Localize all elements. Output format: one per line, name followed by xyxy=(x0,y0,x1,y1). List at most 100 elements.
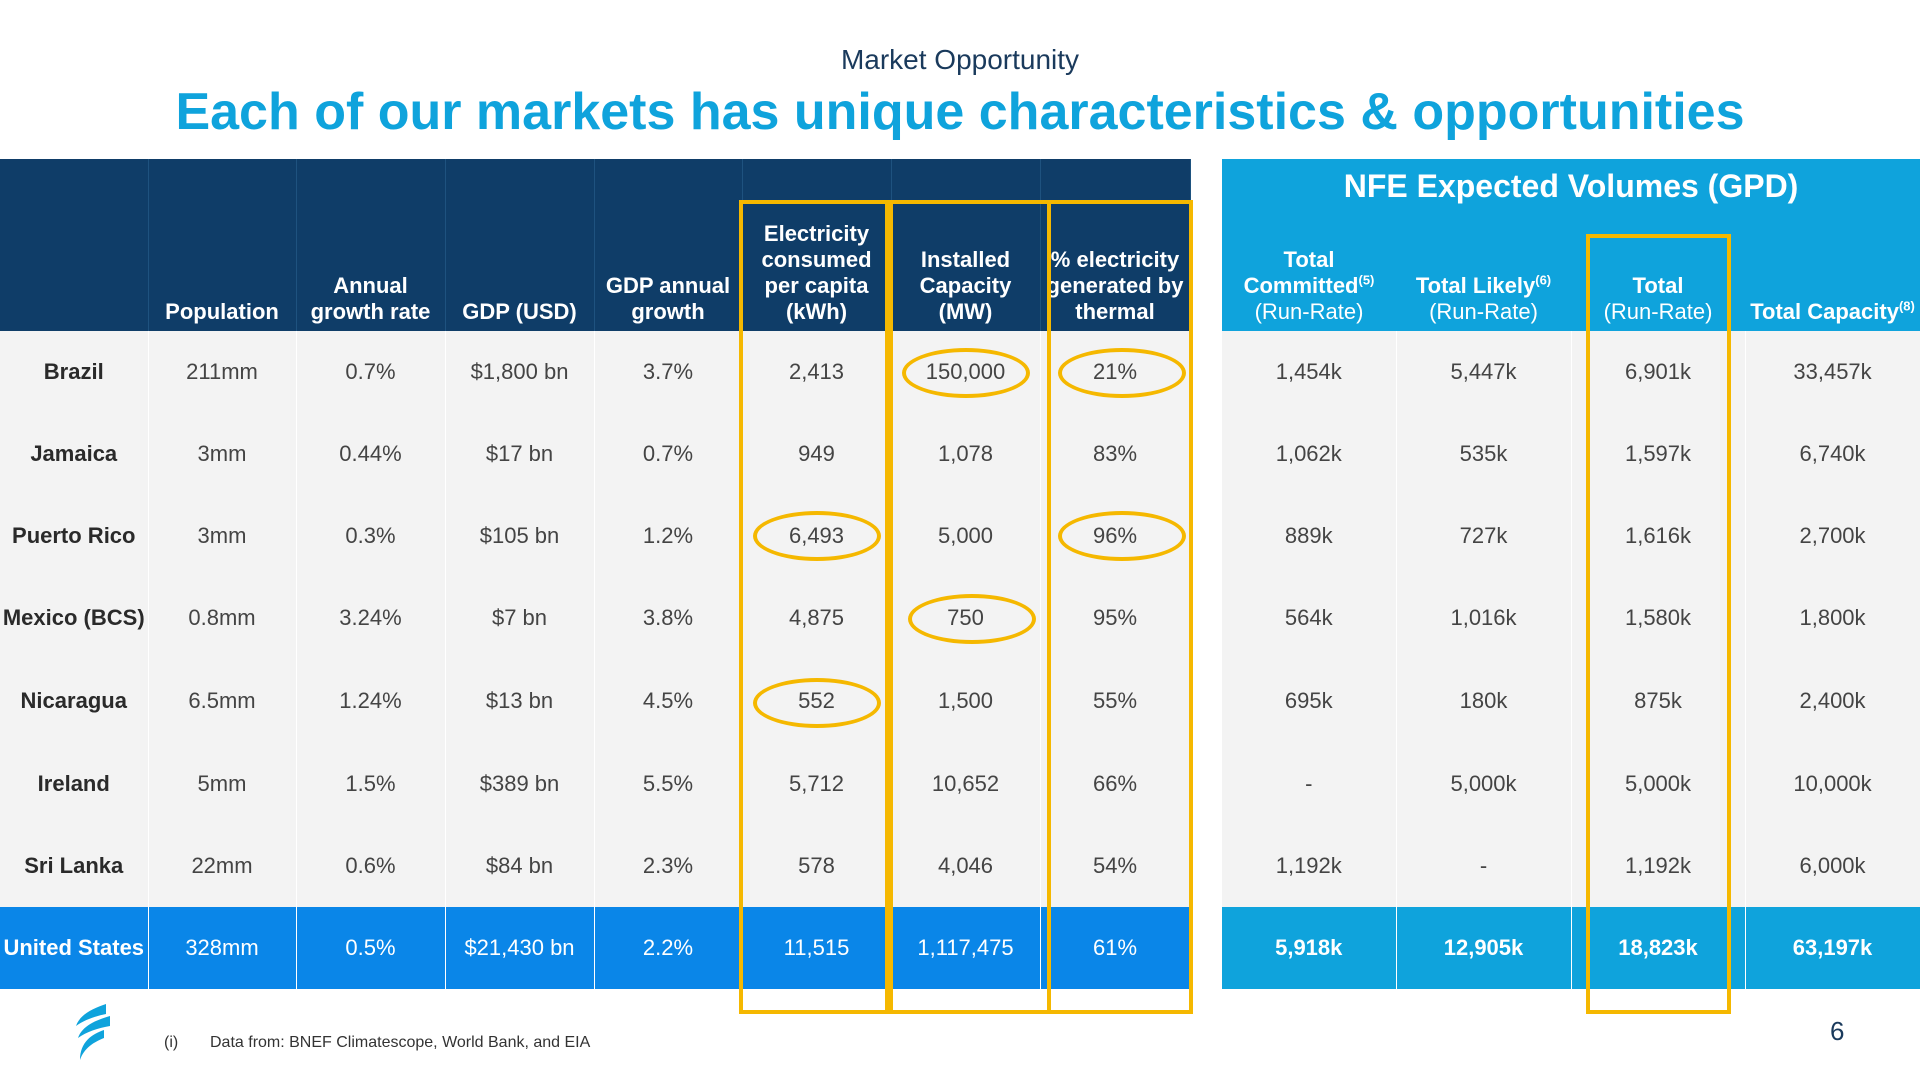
cell-population: 328mm xyxy=(148,907,297,989)
flame-logo-icon xyxy=(76,1004,110,1060)
table-row: -5,000k 5,000k 10,000k xyxy=(1222,743,1920,825)
table-row: United States 328mm 0.5% $21,430 bn 2.2% 11,5… xyxy=(0,907,1191,989)
cell-total-committed: - xyxy=(1222,743,1397,825)
cell-annual-growth: 0.5% xyxy=(296,907,446,989)
cell-total-likely: 535k xyxy=(1396,413,1572,495)
cell-electricity-per-capita: 2,413 xyxy=(742,331,892,413)
col-footnote-ref: (6) xyxy=(1535,272,1552,288)
cell-electricity-per-capita: 552 xyxy=(742,659,892,743)
cell-gdp-growth: 5.5% xyxy=(594,743,743,825)
country-name: Nicaragua xyxy=(0,659,149,743)
cell-total-capacity: 33,457k xyxy=(1745,331,1920,413)
country-name: Jamaica xyxy=(0,413,149,495)
cell-total-likely: 5,447k xyxy=(1396,331,1572,413)
cell-total-committed: 695k xyxy=(1222,659,1397,743)
cell-total-committed: 889k xyxy=(1222,495,1397,577)
cell-gdp-growth: 2.3% xyxy=(594,825,743,907)
col-header-thermal-share: % electricity generated by thermal xyxy=(1040,159,1191,331)
col-header-gdp: GDP (USD) xyxy=(445,159,595,331)
table-row: 695k 180k 875k 2,400k xyxy=(1222,659,1920,743)
cell-annual-growth: 0.7% xyxy=(296,331,446,413)
cell-electricity-per-capita: 6,493 xyxy=(742,495,892,577)
cell-total-capacity: 63,197k xyxy=(1745,907,1920,989)
volumes-band-row: NFE Expected Volumes (GPD) xyxy=(1222,159,1920,214)
cell-installed-capacity: 10,652 xyxy=(891,743,1041,825)
col-header-annual-growth: Annual growth rate xyxy=(296,159,446,331)
footnote-marker: (i) xyxy=(164,1034,179,1051)
cell-thermal-share: 96% xyxy=(1040,495,1191,577)
table-row: Mexico (BCS) 0.8mm 3.24% $7 bn 3.8% 4,875 750 9… xyxy=(0,577,1191,659)
cell-total-likely: 1,016k xyxy=(1396,577,1572,659)
right-header-row: Total Committed(5) (Run-Rate) Total Like… xyxy=(1222,214,1920,331)
table-row: Puerto Rico 3mm 0.3% $105 bn 1.2% 6,493 5,000 9… xyxy=(0,495,1191,577)
cell-population: 211mm xyxy=(148,331,297,413)
cell-electricity-per-capita: 578 xyxy=(742,825,892,907)
cell-thermal-share: 54% xyxy=(1040,825,1191,907)
page-title: Each of our markets has unique character… xyxy=(175,83,1745,141)
cell-installed-capacity: 4,046 xyxy=(891,825,1041,907)
cell-thermal-share: 66% xyxy=(1040,743,1191,825)
cell-gdp-growth: 2.2% xyxy=(594,907,743,989)
col-label: Total Capacity xyxy=(1750,299,1899,324)
country-name: Mexico (BCS) xyxy=(0,577,149,659)
cell-gdp: $17 bn xyxy=(445,413,595,495)
cell-total-capacity: 2,400k xyxy=(1745,659,1920,743)
col-header-electricity-per-capita: Electricity consumed per capita (kWh) xyxy=(742,159,892,331)
col-header-country xyxy=(0,159,149,331)
cell-total-run-rate: 6,901k xyxy=(1571,331,1746,413)
cell-population: 3mm xyxy=(148,413,297,495)
cell-installed-capacity: 1,500 xyxy=(891,659,1041,743)
cell-thermal-share: 61% xyxy=(1040,907,1191,989)
cell-installed-capacity: 5,000 xyxy=(891,495,1041,577)
cell-total-capacity: 6,740k xyxy=(1745,413,1920,495)
left-header-row: Population Annual growth rate GDP (USD) … xyxy=(0,159,1191,331)
cell-total-likely: 727k xyxy=(1396,495,1572,577)
cell-total-run-rate: 1,616k xyxy=(1571,495,1746,577)
cell-total-capacity: 6,000k xyxy=(1745,825,1920,907)
cell-population: 22mm xyxy=(148,825,297,907)
cell-total-likely: 12,905k xyxy=(1396,907,1572,989)
cell-thermal-share: 21% xyxy=(1040,331,1191,413)
cell-thermal-share: 55% xyxy=(1040,659,1191,743)
cell-annual-growth: 3.24% xyxy=(296,577,446,659)
country-name: United States xyxy=(0,907,149,989)
col-sublabel: (Run-Rate) xyxy=(1254,299,1364,324)
col-label: Total Likely xyxy=(1415,273,1536,298)
cell-gdp-growth: 3.8% xyxy=(594,577,743,659)
cell-annual-growth: 0.44% xyxy=(296,413,446,495)
cell-gdp-growth: 0.7% xyxy=(594,413,743,495)
cell-total-run-rate: 1,580k xyxy=(1571,577,1746,659)
cell-total-run-rate: 18,823k xyxy=(1571,907,1746,989)
cell-annual-growth: 0.6% xyxy=(296,825,446,907)
cell-total-likely: 180k xyxy=(1396,659,1572,743)
cell-gdp-growth: 3.7% xyxy=(594,331,743,413)
col-label: Total Committed xyxy=(1243,247,1359,298)
cell-gdp-growth: 4.5% xyxy=(594,659,743,743)
cell-gdp: $7 bn xyxy=(445,577,595,659)
cell-population: 6.5mm xyxy=(148,659,297,743)
country-name: Sri Lanka xyxy=(0,825,149,907)
col-header-gdp-growth: GDP annual growth xyxy=(594,159,743,331)
market-characteristics-table: Population Annual growth rate GDP (USD) … xyxy=(0,159,1191,989)
cell-total-capacity: 1,800k xyxy=(1745,577,1920,659)
cell-total-committed: 564k xyxy=(1222,577,1397,659)
section-label: Market Opportunity xyxy=(840,44,1080,75)
col-footnote-ref: (8) xyxy=(1898,298,1915,314)
cell-gdp: $389 bn xyxy=(445,743,595,825)
table-row: 1,192k -1,192k 6,000k xyxy=(1222,825,1920,907)
cell-total-likely: 5,000k xyxy=(1396,743,1572,825)
cell-annual-growth: 1.24% xyxy=(296,659,446,743)
cell-total-likely: - xyxy=(1396,825,1572,907)
table-row: 889k 727k 1,616k 2,700k xyxy=(1222,495,1920,577)
table-row: Sri Lanka 22mm 0.6% $84 bn 2.3% 578 4,046 54% xyxy=(0,825,1191,907)
cell-gdp: $105 bn xyxy=(445,495,595,577)
cell-total-run-rate: 1,597k xyxy=(1571,413,1746,495)
table-row: Brazil 211mm 0.7% $1,800 bn 3.7% 2,413 150,000… xyxy=(0,331,1191,413)
footnote-text: Data from: BNEF Climatescope, World Bank… xyxy=(210,1034,591,1051)
col-header-total-committed: Total Committed(5) (Run-Rate) xyxy=(1222,214,1396,331)
col-sublabel: (Run-Rate) xyxy=(1429,299,1538,324)
country-name: Ireland xyxy=(0,743,149,825)
cell-gdp: $21,430 bn xyxy=(445,907,595,989)
cell-installed-capacity: 150,000 xyxy=(891,331,1041,413)
cell-total-committed: 1,454k xyxy=(1222,331,1397,413)
